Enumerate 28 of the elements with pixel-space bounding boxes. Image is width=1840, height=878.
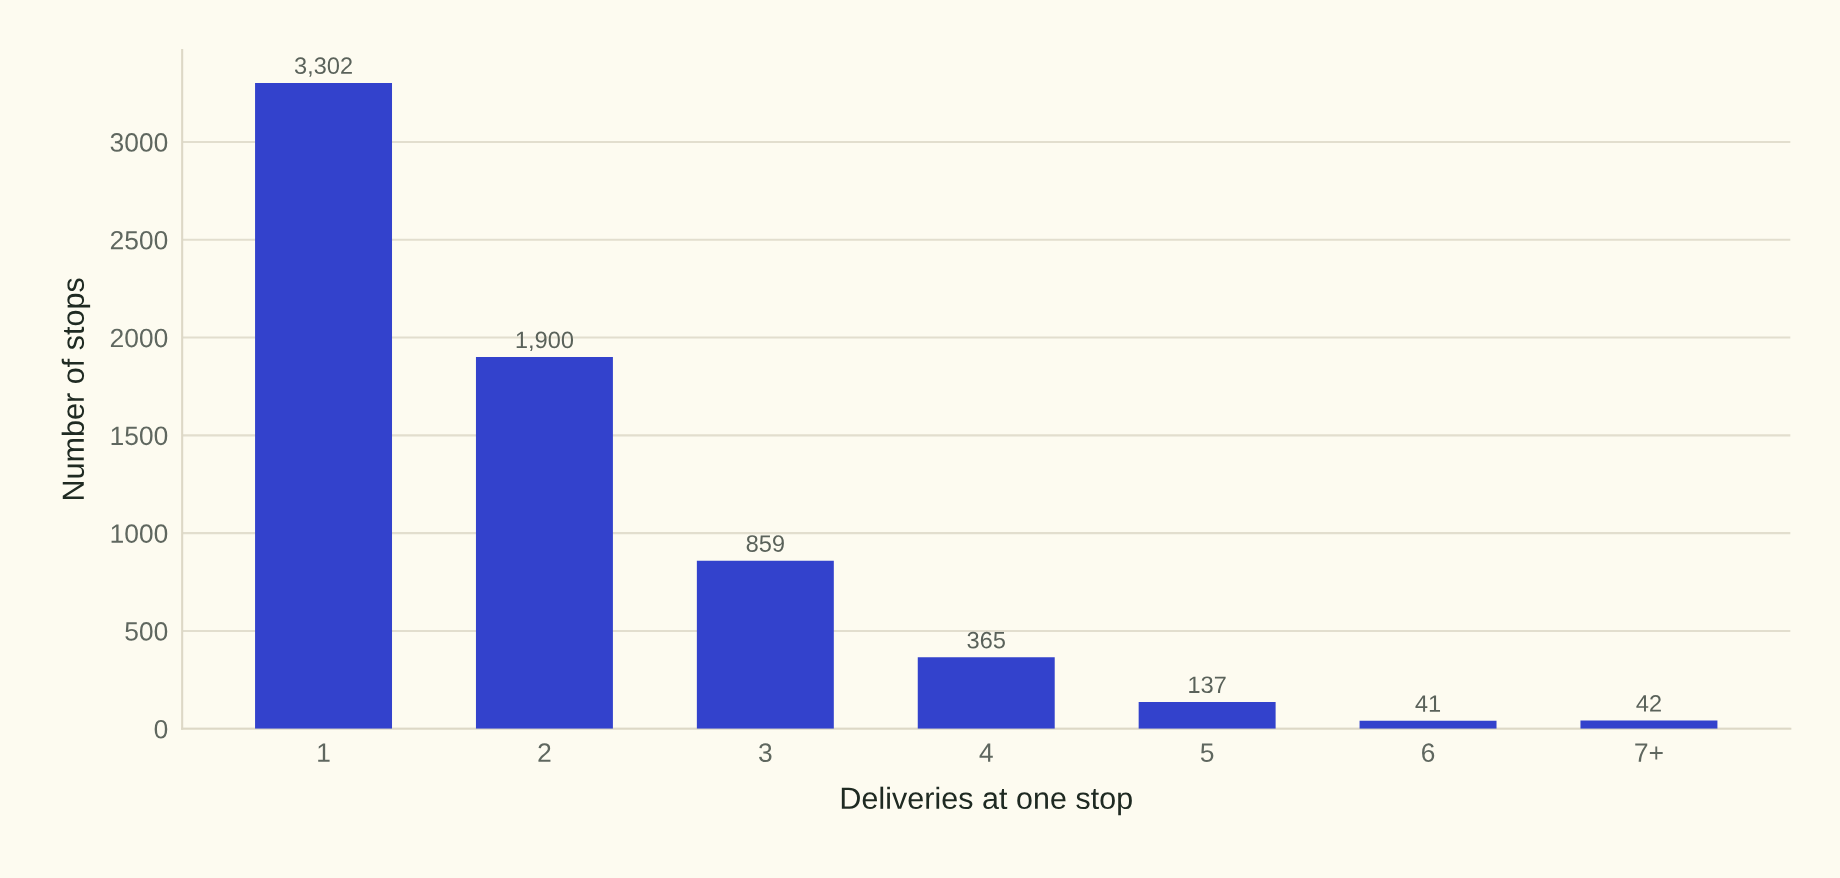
bar [475,357,613,729]
y-tick-label: 2000 [110,328,168,348]
y-tick-label: 500 [125,622,168,641]
data-label: 365 [967,631,1005,649]
x-tick-label: 5 [1200,743,1214,763]
y-tick-label: 3000 [110,133,168,152]
x-tick-label: 4 [979,743,993,762]
y-tick-label: 1500 [111,426,168,446]
y-tick-label: 0 [154,719,168,739]
x-tick-label: 1 [318,743,330,762]
y-tick-label: 1000 [111,524,168,543]
y-tick-label: 2500 [110,230,168,250]
data-label: 137 [1189,676,1226,694]
y-axis-title: Number of stops [61,278,91,499]
data-label: 42 [1636,694,1661,712]
bar [917,657,1055,729]
data-label: 41 [1415,695,1441,712]
bar [255,82,393,729]
x-tick-label: 7+ [1635,743,1663,762]
bar [696,560,834,729]
data-label: 3,302 [294,57,352,77]
x-tick-label: 2 [538,743,551,762]
data-label: 1,900 [516,331,574,352]
x-axis-title: Deliveries at one stop [841,786,1132,816]
x-tick-label: 6 [1422,743,1435,763]
x-tick-label: 3 [759,743,772,763]
bar [1138,701,1276,729]
data-label: 859 [746,535,784,552]
